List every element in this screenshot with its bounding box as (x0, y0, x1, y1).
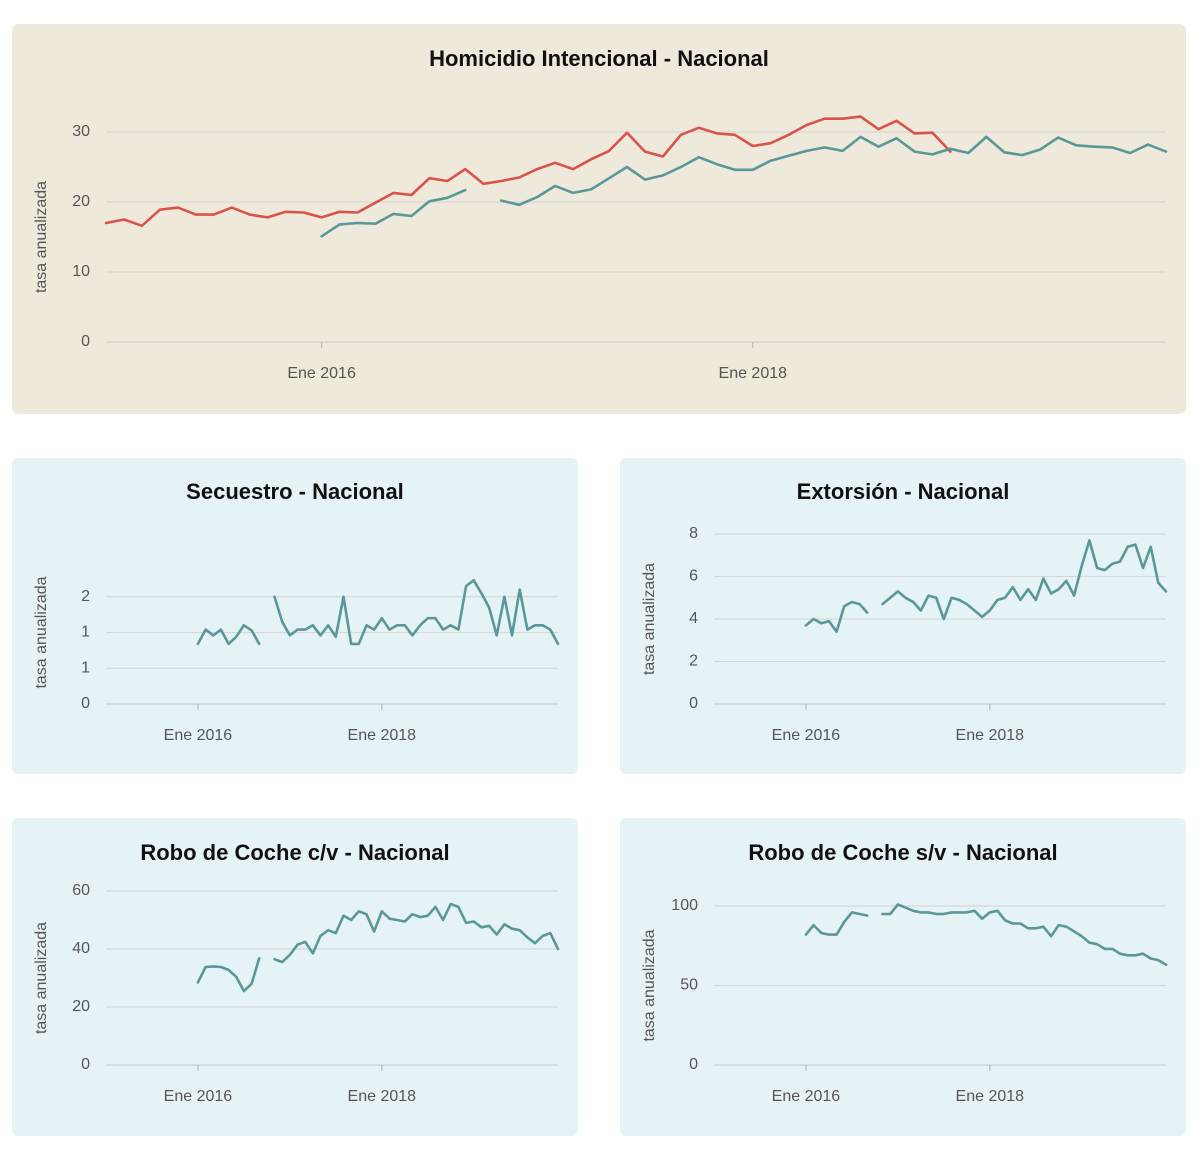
y-tick-label: 20 (72, 998, 90, 1015)
y-tick-label: 0 (689, 1056, 698, 1073)
y-tick-label: 20 (72, 193, 90, 210)
y-tick-label: 0 (81, 1056, 90, 1073)
extorsion-chart: Extorsión - Nacional tasa anualizada 0 2 4 6 8… (641, 479, 1168, 744)
y-axis-label: tasa anualizada (33, 922, 50, 1034)
y-tick-label: 0 (689, 695, 698, 712)
series-line-1 (320, 135, 1168, 238)
homicidio-chart: Homicidio Intencional - Nacional tasa anu… (33, 46, 1168, 382)
y-axis-label: tasa anualizada (641, 929, 658, 1041)
y-tick-label: 60 (72, 882, 90, 899)
x-tick-label: Ene 2016 (772, 727, 841, 744)
y-tick-label: 1 (81, 624, 90, 641)
y-axis-label: tasa anualizada (641, 563, 658, 675)
x-tick-label: Ene 2018 (719, 365, 788, 382)
series-line-0 (804, 903, 1168, 967)
robo-sv-panel: Robo de Coche s/v - Nacional tasa anualiz… (620, 818, 1186, 1136)
y-tick-label: 2 (81, 588, 90, 605)
series-line-0 (196, 579, 560, 646)
y-tick-label: 8 (689, 525, 698, 542)
y-tick-label: 2 (689, 653, 698, 670)
robo-cv-panel: Robo de Coche c/v - Nacional tasa anualiz… (12, 818, 578, 1136)
x-tick-label: Ene 2016 (287, 365, 356, 382)
chart-title: Extorsión - Nacional (797, 479, 1010, 504)
y-axis-label: tasa anualizada (33, 576, 50, 688)
x-tick-label: Ene 2018 (956, 1088, 1025, 1105)
chart-title: Robo de Coche c/v - Nacional (140, 840, 449, 865)
series-line-0 (804, 539, 1168, 634)
secuestro-panel: Secuestro - Nacional tasa anualizada 0 1 1 2 E… (12, 458, 578, 774)
y-tick-label: 0 (81, 695, 90, 712)
y-tick-label: 30 (72, 123, 90, 140)
y-tick-label: 1 (81, 659, 90, 676)
extorsion-panel: Extorsión - Nacional tasa anualizada 0 2 4 6 8… (620, 458, 1186, 774)
y-tick-label: 6 (689, 568, 698, 585)
y-axis-label: tasa anualizada (33, 181, 50, 293)
robo-cv-chart: Robo de Coche c/v - Nacional tasa anualiz… (33, 840, 560, 1105)
y-tick-label: 40 (72, 940, 90, 957)
y-tick-label: 4 (689, 610, 698, 627)
chart-title: Homicidio Intencional - Nacional (429, 46, 769, 71)
chart-title: Robo de Coche s/v - Nacional (748, 840, 1057, 865)
x-tick-label: Ene 2018 (348, 1088, 417, 1105)
x-tick-label: Ene 2016 (772, 1088, 841, 1105)
homicidio-panel: Homicidio Intencional - Nacional tasa anu… (12, 24, 1186, 414)
x-tick-label: Ene 2018 (348, 727, 417, 744)
y-tick-label: 0 (81, 333, 90, 350)
y-tick-label: 10 (72, 263, 90, 280)
y-tick-label: 100 (671, 897, 698, 914)
x-tick-label: Ene 2016 (164, 1088, 233, 1105)
robo-sv-chart: Robo de Coche s/v - Nacional tasa anualiz… (641, 840, 1168, 1105)
secuestro-chart: Secuestro - Nacional tasa anualizada 0 1 1 2 E… (33, 479, 560, 744)
x-tick-label: Ene 2016 (164, 727, 233, 744)
series-line-0 (104, 115, 952, 228)
series-line-0 (196, 902, 560, 993)
x-tick-label: Ene 2018 (956, 727, 1025, 744)
y-tick-label: 50 (680, 977, 698, 994)
chart-title: Secuestro - Nacional (186, 479, 404, 504)
